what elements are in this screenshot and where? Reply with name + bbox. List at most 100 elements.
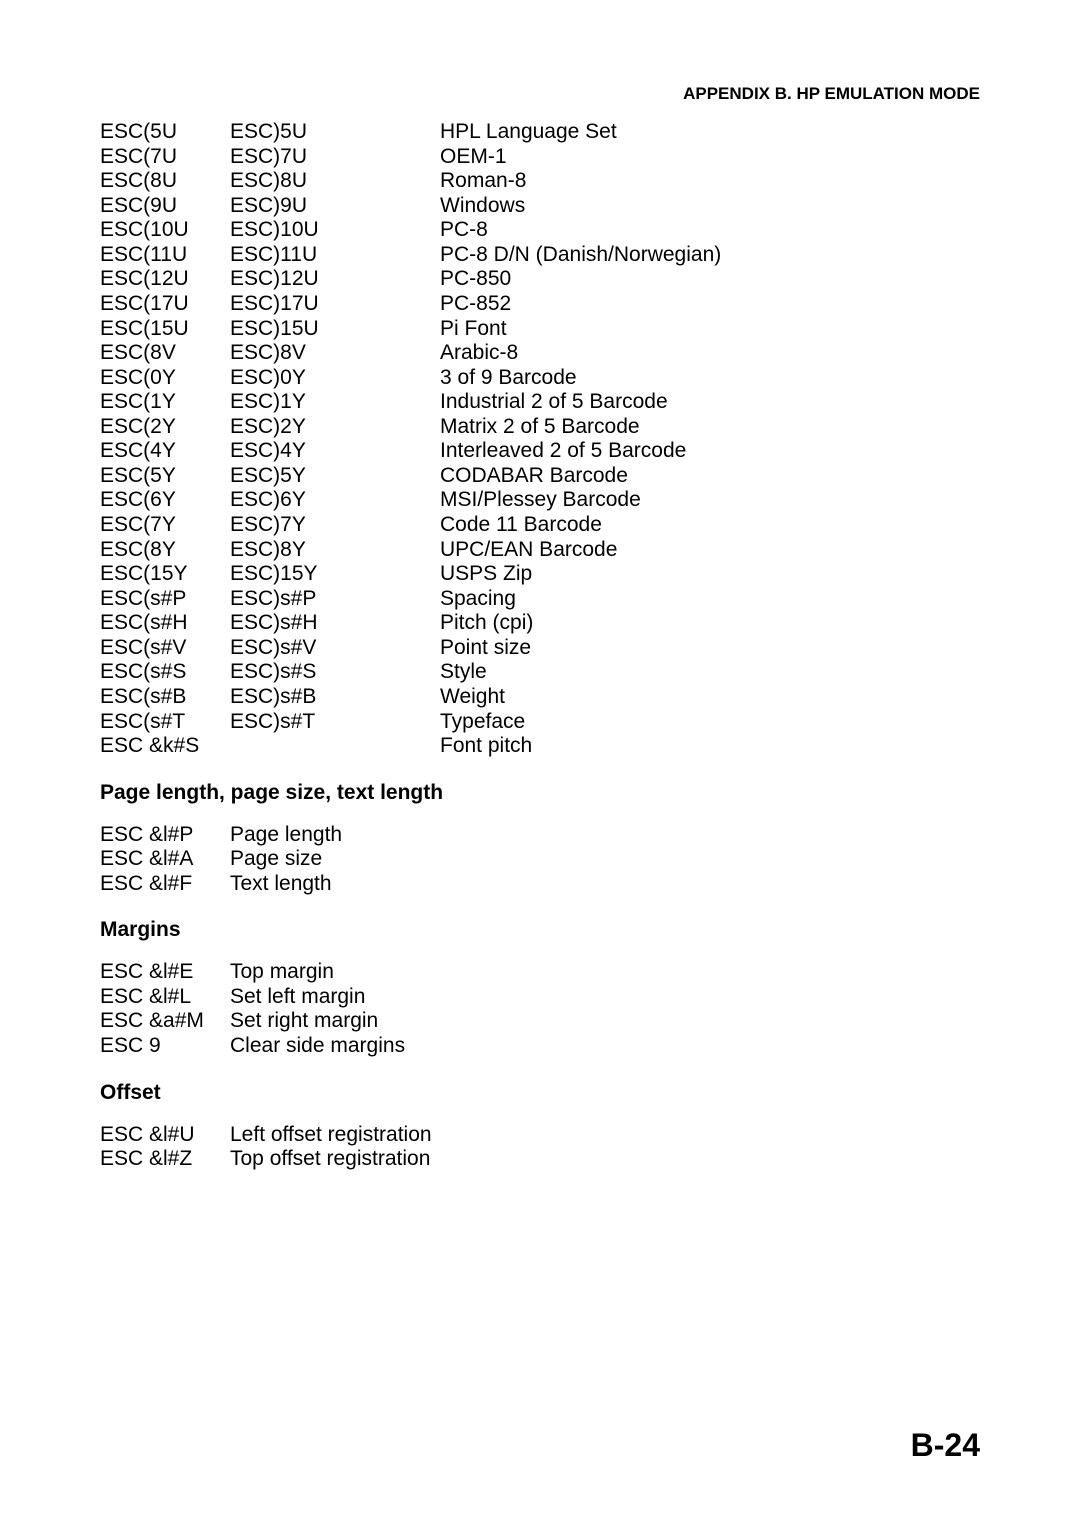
table-row: ESC(7YESC)7YCode 11 Barcode (100, 513, 980, 538)
cmd-secondary: ESC)1Y (230, 390, 440, 415)
table-row: ESC(7UESC)7UOEM-1 (100, 145, 980, 170)
cmd-secondary: ESC)8V (230, 341, 440, 366)
cmd-secondary: ESC)0Y (230, 366, 440, 391)
cmd-description: OEM-1 (440, 145, 980, 170)
table-row: ESC &l#ULeft offset registration (100, 1123, 980, 1148)
cmd-secondary: ESC)9U (230, 194, 440, 219)
cmd-primary: ESC(15Y (100, 562, 230, 587)
page-length-heading: Page length, page size, text length (100, 781, 980, 805)
table-row: ESC(15YESC)15YUSPS Zip (100, 562, 980, 587)
table-row: ESC &l#ZTop offset registration (100, 1147, 980, 1172)
cmd-description: PC-850 (440, 267, 980, 292)
table-row: ESC(11UESC)11UPC-8 D/N (Danish/Norwegian… (100, 243, 980, 268)
cmd-description: PC-8 (440, 218, 980, 243)
table-row: ESC 9Clear side margins (100, 1034, 980, 1059)
cmd-description: Page length (230, 823, 980, 848)
table-row: ESC &l#FText length (100, 872, 980, 897)
cmd-description: Spacing (440, 587, 980, 612)
cmd-description: Roman-8 (440, 169, 980, 194)
cmd-description: Top margin (230, 960, 980, 985)
cmd-primary: ESC(s#P (100, 587, 230, 612)
cmd-primary: ESC(8U (100, 169, 230, 194)
cmd-secondary: ESC)s#B (230, 685, 440, 710)
cmd-primary: ESC(7U (100, 145, 230, 170)
cmd-description: Top offset registration (230, 1147, 980, 1172)
cmd-primary: ESC(10U (100, 218, 230, 243)
cmd-primary: ESC(9U (100, 194, 230, 219)
cmd-description: Text length (230, 872, 980, 897)
cmd-secondary: ESC)s#P (230, 587, 440, 612)
cmd-description: PC-8 D/N (Danish/Norwegian) (440, 243, 980, 268)
table-row: ESC &l#ETop margin (100, 960, 980, 985)
cmd-description: USPS Zip (440, 562, 980, 587)
cmd-secondary: ESC)7Y (230, 513, 440, 538)
cmd-primary: ESC(7Y (100, 513, 230, 538)
cmd-code: ESC &l#E (100, 960, 230, 985)
table-row: ESC(s#HESC)s#HPitch (cpi) (100, 611, 980, 636)
cmd-code: ESC &l#P (100, 823, 230, 848)
margins-heading: Margins (100, 918, 980, 942)
cmd-description: 3 of 9 Barcode (440, 366, 980, 391)
cmd-description: Code 11 Barcode (440, 513, 980, 538)
cmd-primary: ESC(15U (100, 317, 230, 342)
cmd-secondary: ESC)s#V (230, 636, 440, 661)
cmd-primary: ESC(s#B (100, 685, 230, 710)
cmd-code: ESC 9 (100, 1034, 230, 1059)
table-row: ESC(6YESC)6YMSI/Plessey Barcode (100, 488, 980, 513)
table-row: ESC &l#LSet left margin (100, 985, 980, 1010)
table-row: ESC(9UESC)9UWindows (100, 194, 980, 219)
cmd-secondary: ESC)5Y (230, 464, 440, 489)
cmd-primary: ESC(s#T (100, 710, 230, 735)
table-row: ESC(2YESC)2YMatrix 2 of 5 Barcode (100, 415, 980, 440)
symbol-set-table: ESC(5UESC)5UHPL Language SetESC(7UESC)7U… (100, 120, 980, 759)
cmd-primary: ESC(4Y (100, 439, 230, 464)
cmd-code: ESC &l#U (100, 1123, 230, 1148)
table-row: ESC(s#VESC)s#VPoint size (100, 636, 980, 661)
offset-table: ESC &l#ULeft offset registrationESC &l#Z… (100, 1123, 980, 1172)
cmd-primary: ESC(0Y (100, 366, 230, 391)
cmd-description: Left offset registration (230, 1123, 980, 1148)
table-row: ESC(5YESC)5YCODABAR Barcode (100, 464, 980, 489)
cmd-description: Arabic-8 (440, 341, 980, 366)
table-row: ESC(8VESC)8VArabic-8 (100, 341, 980, 366)
table-row: ESC &l#PPage length (100, 823, 980, 848)
cmd-description: Windows (440, 194, 980, 219)
table-row: ESC(s#PESC)s#PSpacing (100, 587, 980, 612)
table-row: ESC &k#SFont pitch (100, 734, 980, 759)
table-row: ESC(s#TESC)s#TTypeface (100, 710, 980, 735)
cmd-primary: ESC(1Y (100, 390, 230, 415)
cmd-secondary: ESC)17U (230, 292, 440, 317)
cmd-description: UPC/EAN Barcode (440, 538, 980, 563)
cmd-description: Interleaved 2 of 5 Barcode (440, 439, 980, 464)
page-length-table: ESC &l#PPage lengthESC &l#APage sizeESC … (100, 823, 980, 897)
appendix-header: APPENDIX B. HP EMULATION MODE (100, 84, 980, 104)
cmd-secondary: ESC)s#T (230, 710, 440, 735)
cmd-description: HPL Language Set (440, 120, 980, 145)
cmd-primary: ESC(5Y (100, 464, 230, 489)
cmd-description: Font pitch (440, 734, 980, 759)
cmd-primary: ESC(11U (100, 243, 230, 268)
cmd-description: Point size (440, 636, 980, 661)
margins-table: ESC &l#ETop marginESC &l#LSet left margi… (100, 960, 980, 1058)
cmd-secondary: ESC)7U (230, 145, 440, 170)
cmd-secondary: ESC)2Y (230, 415, 440, 440)
table-row: ESC(10UESC)10UPC-8 (100, 218, 980, 243)
cmd-secondary: ESC)4Y (230, 439, 440, 464)
cmd-code: ESC &l#F (100, 872, 230, 897)
table-row: ESC(1YESC)1YIndustrial 2 of 5 Barcode (100, 390, 980, 415)
table-row: ESC &a#MSet right margin (100, 1009, 980, 1034)
cmd-description: Clear side margins (230, 1034, 980, 1059)
table-row: ESC &l#APage size (100, 847, 980, 872)
table-row: ESC(8UESC)8URoman-8 (100, 169, 980, 194)
cmd-secondary: ESC)12U (230, 267, 440, 292)
cmd-description: PC-852 (440, 292, 980, 317)
cmd-primary: ESC(5U (100, 120, 230, 145)
page-number: B-24 (911, 1427, 980, 1464)
cmd-secondary: ESC)11U (230, 243, 440, 268)
cmd-secondary (230, 734, 440, 759)
cmd-secondary: ESC)s#S (230, 660, 440, 685)
cmd-description: Style (440, 660, 980, 685)
table-row: ESC(0YESC)0Y3 of 9 Barcode (100, 366, 980, 391)
cmd-primary: ESC(8Y (100, 538, 230, 563)
cmd-description: Page size (230, 847, 980, 872)
